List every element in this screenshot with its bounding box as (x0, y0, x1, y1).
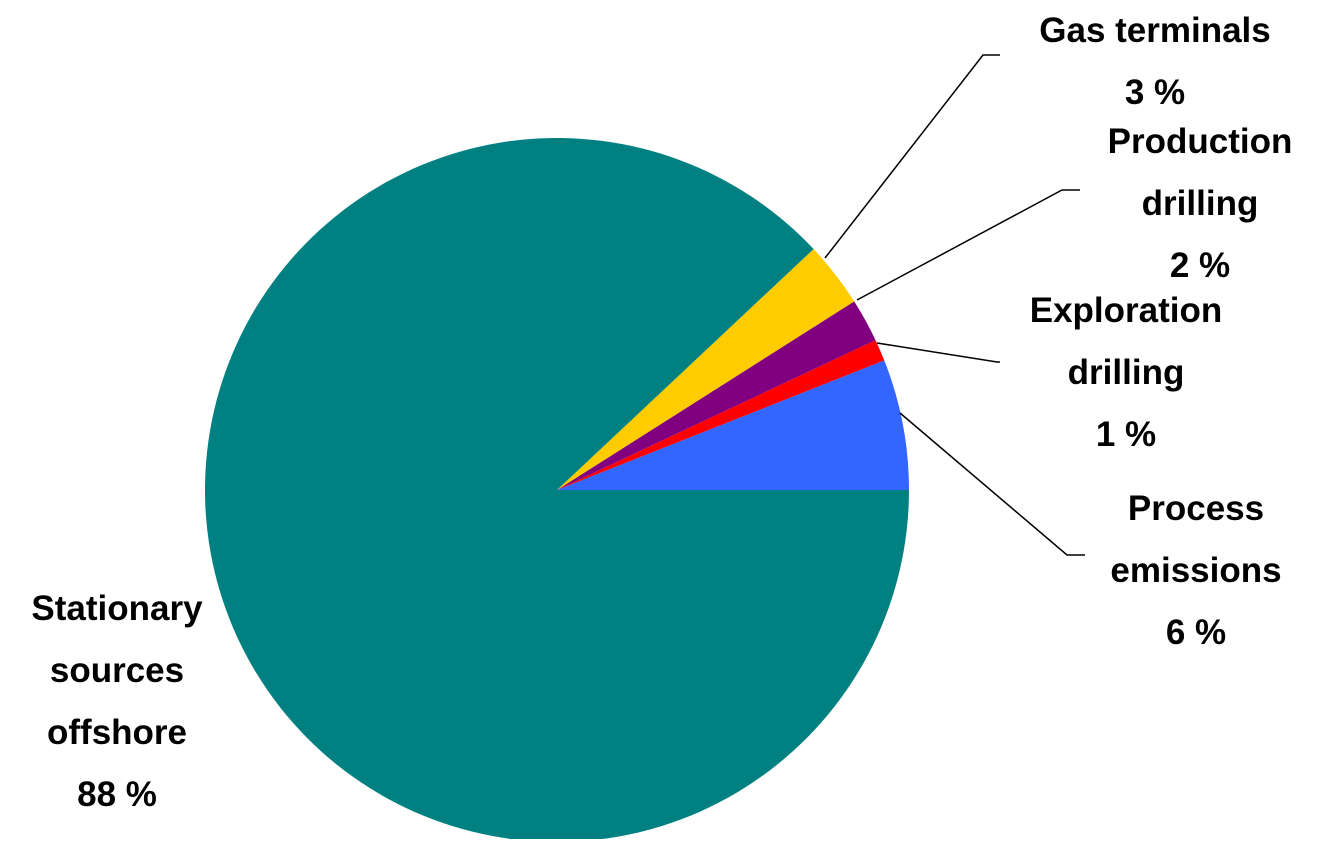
slice-name-line-3-0: Gas terminals (1039, 11, 1271, 50)
slice-name-line-2-0: Production (1108, 122, 1293, 161)
pie-slice-2 (557, 301, 876, 490)
slice-name-line-0-0: Process (1128, 489, 1264, 528)
slice-name-line-2-1: drilling (1142, 184, 1259, 223)
leader-line-1 (876, 342, 1000, 363)
pie-slice-1 (557, 340, 885, 490)
leader-lines-layer (824, 54, 1085, 556)
pie-slice-4 (205, 138, 910, 843)
slice-value-label-4: 88 % (77, 775, 157, 814)
slices-layer (205, 138, 910, 843)
pie-slice-3 (557, 249, 855, 490)
slice-value-label-3: 3 % (1125, 73, 1185, 112)
slice-name-line-0-1: emissions (1110, 551, 1281, 590)
slice-value-label-0: 6 % (1166, 613, 1226, 652)
slice-name-line-4-1: sources (50, 651, 184, 690)
slice-value-label-1: 1 % (1096, 415, 1156, 454)
slice-label-1: Exploration drilling 1 % (1030, 291, 1223, 454)
slice-value-label-2: 2 % (1170, 246, 1230, 285)
labels-layer: Process emissions 6 % Exploration drilling 1 … (31, 11, 1292, 814)
slice-name-line-4-2: offshore (47, 713, 187, 752)
slice-name-line-1-0: Exploration (1030, 291, 1223, 330)
leader-line-0 (899, 412, 1085, 556)
slice-label-3: Gas terminals 3 % (1039, 11, 1271, 112)
leader-line-2 (856, 189, 1080, 301)
pie-slice-0 (557, 360, 909, 490)
slice-name-line-1-1: drilling (1068, 353, 1185, 392)
slice-label-4: Stationary sources offshore 88 % (31, 589, 203, 814)
leader-line-3 (824, 54, 1000, 259)
slice-name-line-4-0: Stationary (31, 589, 203, 628)
slice-label-0: Process emissions 6 % (1110, 489, 1281, 652)
slice-label-2: Production drilling 2 % (1108, 122, 1293, 285)
